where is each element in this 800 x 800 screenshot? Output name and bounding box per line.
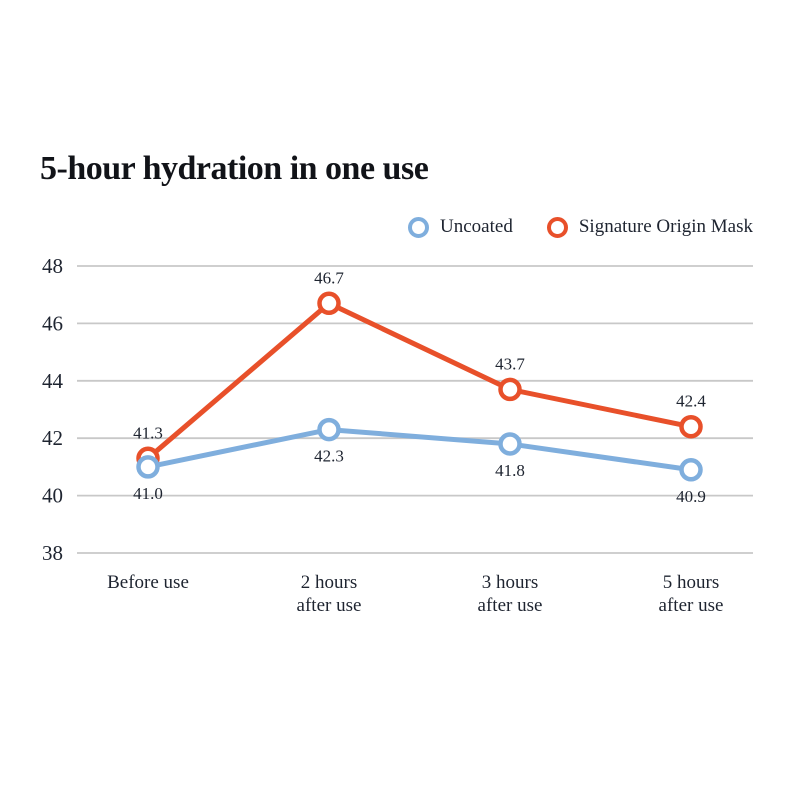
value-label: 41.3 (133, 423, 163, 442)
y-axis-tick-label: 42 (42, 426, 63, 450)
y-axis-tick-label: 44 (42, 369, 64, 393)
uncoated-series-marker-icon (408, 216, 430, 238)
value-label: 41.8 (495, 461, 525, 480)
signature-origin-mask-series-marker-icon (546, 216, 568, 238)
series-line-uncoated (147, 427, 692, 473)
data-point-marker (136, 455, 160, 479)
y-axis-tick-label: 38 (42, 541, 63, 565)
value-label: 40.9 (676, 487, 706, 506)
value-label: 46.7 (314, 268, 344, 287)
data-point-marker (317, 417, 341, 442)
x-axis-category-label: 3 hours after use (478, 572, 543, 616)
data-point-marker (679, 414, 703, 439)
chart-legend: Uncoated Signature Origin Mask (408, 216, 753, 238)
value-label: 42.3 (314, 447, 344, 466)
legend-item-uncoated: Uncoated (408, 216, 513, 238)
y-axis-tick-label: 46 (42, 311, 63, 335)
x-axis-category-label: 5 hours after use (659, 572, 724, 616)
data-point-marker (679, 458, 703, 482)
series-line-signature-origin-mask (146, 300, 692, 461)
value-label: 43.7 (495, 354, 525, 373)
legend-label-signature-origin-mask: Signature Origin Mask (578, 216, 753, 237)
legend-label-uncoated: Uncoated (440, 216, 513, 237)
x-axis-category-label: Before use (107, 572, 189, 593)
chart-title: 5-hour hydration in one use (40, 150, 429, 187)
data-point-marker (498, 432, 522, 456)
y-axis-tick-label: 40 (42, 484, 63, 508)
value-label: 41.0 (133, 484, 163, 503)
y-axis-tick-label: 48 (42, 254, 63, 278)
x-axis-category-label: 2 hours after use (297, 572, 362, 616)
legend-item-signature-origin-mask: Signature Origin Mask (546, 216, 753, 238)
data-point-marker (498, 377, 522, 402)
value-label: 42.4 (676, 392, 706, 411)
data-point-marker (317, 291, 341, 316)
